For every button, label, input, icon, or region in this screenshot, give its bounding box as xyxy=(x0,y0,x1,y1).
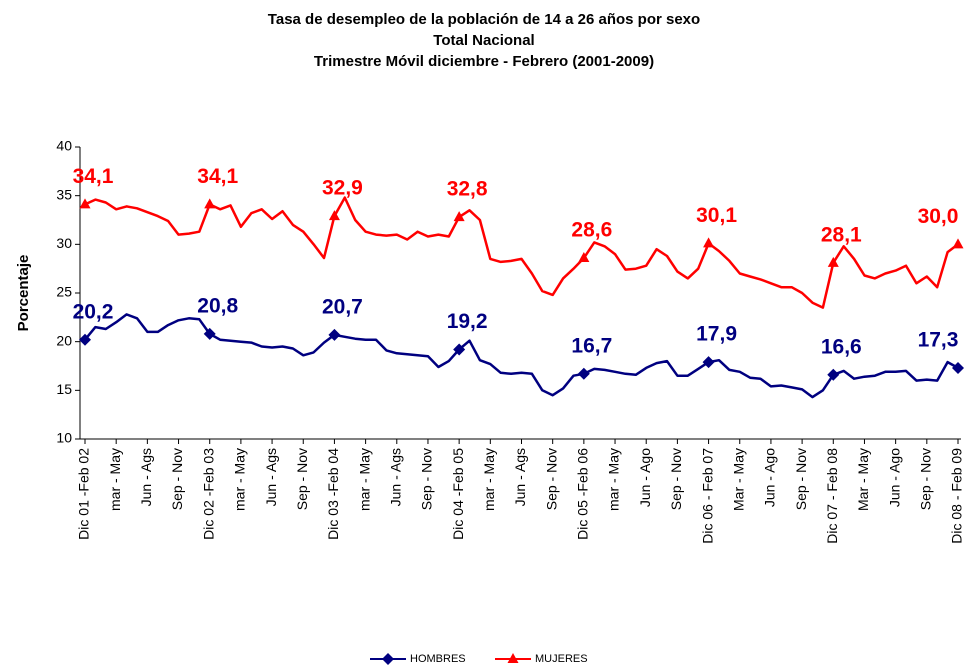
data-label: 30,0 xyxy=(918,205,959,228)
y-tick-label: 15 xyxy=(56,381,72,397)
marker xyxy=(203,327,216,340)
y-tick-label: 20 xyxy=(56,332,72,348)
data-label: 20,2 xyxy=(73,300,114,323)
data-label: 16,7 xyxy=(571,334,612,357)
y-tick-label: 10 xyxy=(56,430,72,446)
marker xyxy=(578,251,590,262)
x-tick-label: Jun - Ago xyxy=(762,448,778,507)
marker xyxy=(952,361,964,374)
data-label: 17,9 xyxy=(696,323,737,346)
x-tick-label: Dic 03 -Feb 04 xyxy=(325,448,341,540)
x-tick-label: Sep - Nov xyxy=(169,448,185,510)
x-tick-label: mar - May xyxy=(481,448,497,511)
marker xyxy=(328,210,340,221)
x-tick-label: mar - May xyxy=(107,448,123,511)
x-tick-label: mar - May xyxy=(232,448,248,511)
marker xyxy=(328,328,341,341)
x-tick-label: Dic 05 -Feb 06 xyxy=(575,448,591,540)
marker xyxy=(827,256,839,267)
x-tick-label: Jun - Ags xyxy=(138,448,154,506)
y-tick-label: 30 xyxy=(56,235,72,251)
data-label: 20,8 xyxy=(197,294,238,317)
x-tick-label: Sep - Nov xyxy=(918,448,934,510)
marker xyxy=(577,367,590,380)
x-tick-label: Dic 02 -Feb 03 xyxy=(200,448,216,540)
x-tick-label: Dic 01 -Feb 02 xyxy=(76,448,92,540)
marker xyxy=(952,238,964,249)
marker xyxy=(79,198,91,209)
marker xyxy=(827,368,840,381)
x-tick-label: Sep - Nov xyxy=(543,448,559,510)
x-tick-label: Jun - Ago xyxy=(637,448,653,507)
data-label: 28,6 xyxy=(571,219,612,242)
x-tick-label: Jun - Ags xyxy=(263,448,279,506)
x-tick-label: Sep - Nov xyxy=(793,448,809,510)
data-label: 34,1 xyxy=(73,165,114,188)
marker xyxy=(453,211,465,222)
marker xyxy=(507,653,519,663)
data-label: 19,2 xyxy=(447,310,488,333)
marker xyxy=(79,333,91,346)
y-tick-label: 40 xyxy=(56,138,72,154)
y-axis-label: Porcentaje xyxy=(15,255,32,332)
data-label: 20,7 xyxy=(322,295,363,318)
x-tick-label: Sep - Nov xyxy=(294,448,310,510)
x-tick-label: Dic 07 - Feb 08 xyxy=(824,448,840,544)
data-label: 32,8 xyxy=(447,178,488,201)
data-label: 34,1 xyxy=(197,165,238,188)
x-tick-label: Sep - Nov xyxy=(419,448,435,510)
x-tick-label: Sep - Nov xyxy=(668,448,684,510)
marker xyxy=(453,343,466,356)
series-line xyxy=(84,313,959,399)
x-tick-label: Jun - Ago xyxy=(886,448,902,507)
x-tick-label: mar - May xyxy=(356,448,372,511)
data-label: 28,1 xyxy=(821,223,862,246)
x-tick-label: Mar - May xyxy=(855,448,871,511)
y-tick-label: 25 xyxy=(56,284,72,300)
x-tick-label: Mar - May xyxy=(730,448,746,511)
data-label: 30,1 xyxy=(696,204,737,227)
x-tick-label: Dic 06 - Feb 07 xyxy=(699,448,715,544)
x-tick-label: Dic 08 - Feb 09 xyxy=(949,448,965,544)
data-label: 16,6 xyxy=(821,335,862,358)
series-line xyxy=(84,196,959,309)
chart-subtitle: Total Nacional xyxy=(433,32,534,49)
chart-title: Tasa de desempleo de la población de 14 … xyxy=(268,11,700,28)
marker xyxy=(382,653,394,665)
x-tick-label: Jun - Ags xyxy=(387,448,403,506)
data-label: 32,9 xyxy=(322,177,363,200)
x-tick-label: Dic 04 -Feb 05 xyxy=(450,448,466,540)
chart-subtitle: Trimestre Móvil diciembre - Febrero (200… xyxy=(314,53,654,70)
y-tick-label: 35 xyxy=(56,186,72,202)
data-label: 17,3 xyxy=(918,328,959,351)
marker xyxy=(703,237,715,248)
marker xyxy=(702,356,715,369)
x-tick-label: mar - May xyxy=(606,448,622,511)
marker xyxy=(204,198,216,209)
legend-label: MUJERES xyxy=(535,653,588,665)
legend-label: HOMBRES xyxy=(410,653,466,665)
x-tick-label: Jun - Ags xyxy=(512,448,528,506)
